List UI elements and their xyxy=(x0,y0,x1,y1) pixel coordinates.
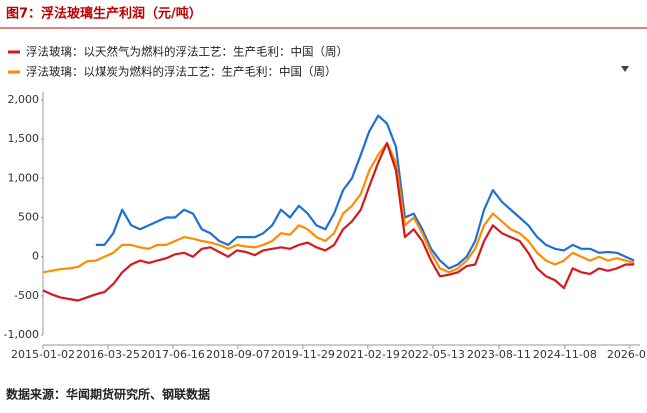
legend-label: 浮法玻璃：以天然气为燃料的浮法工艺：生产毛利：中国（周） xyxy=(26,45,348,59)
x-tick-label: 2026-01 xyxy=(607,348,647,361)
data-line xyxy=(42,142,635,302)
y-tick-label: 500 xyxy=(18,211,39,224)
y-tick-label: 0 xyxy=(32,250,39,263)
y-tick-label: -1,000 xyxy=(4,328,39,341)
chart-title: 图7：浮法玻璃生产利润（元/吨） xyxy=(6,6,202,22)
data-line xyxy=(42,142,635,274)
y-tick-label: 1,500 xyxy=(8,132,40,145)
x-tick-label: 2015-01-02 xyxy=(11,348,75,361)
x-tick-label: 2021-02-19 xyxy=(336,348,400,361)
dropdown-icon[interactable] xyxy=(621,66,629,72)
x-tick-label: 2017-06-16 xyxy=(141,348,205,361)
x-tick-label: 2016-03-25 xyxy=(76,348,140,361)
data-line xyxy=(95,114,635,270)
source-note: 数据来源：华闻期货研究所、钢联数据 xyxy=(6,387,210,402)
x-tick-label: 2018-09-07 xyxy=(206,348,270,361)
x-tick-label: 2024-11-08 xyxy=(533,348,597,361)
legend-label: 浮法玻璃：以煤炭为燃料的浮法工艺：生产毛利：中国（周） xyxy=(26,65,337,79)
y-tick-label: 1,000 xyxy=(8,171,40,184)
y-tick-label: 2,000 xyxy=(8,93,40,106)
x-tick-label: 2019-11-29 xyxy=(271,348,335,361)
x-tick-label: 2022-05-13 xyxy=(401,348,465,361)
y-tick-label: -500 xyxy=(14,289,39,302)
x-tick-label: 2023-08-11 xyxy=(467,348,531,361)
